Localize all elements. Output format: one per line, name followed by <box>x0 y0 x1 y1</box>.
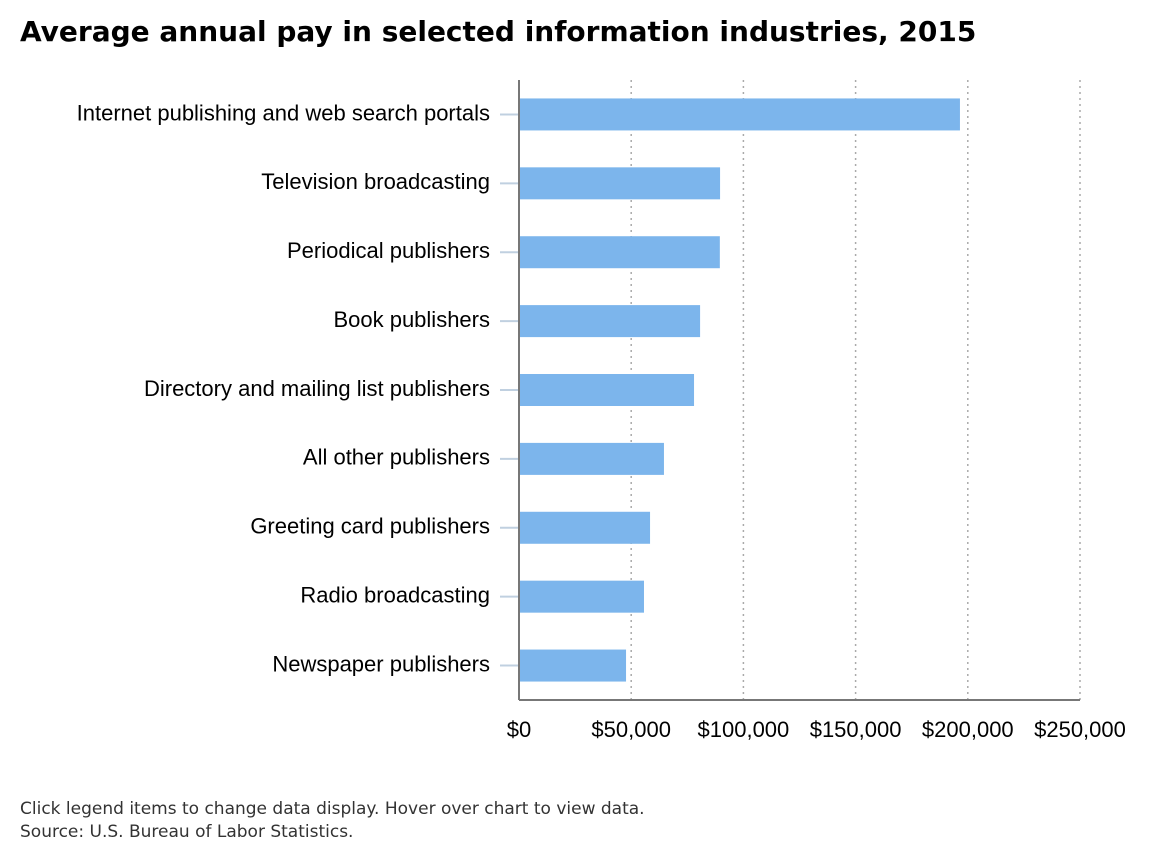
bar <box>519 236 720 269</box>
bar <box>519 511 651 544</box>
note: Source: U.S. Bureau of Labor Statistics. <box>20 822 353 842</box>
x-tick-label: $100,000 <box>698 717 790 742</box>
x-tick-label: $50,000 <box>591 717 671 742</box>
x-tick-label: $150,000 <box>810 717 902 742</box>
bar <box>519 580 644 613</box>
y-tick-label: Book publishers <box>333 307 490 332</box>
y-tick-label: Radio broadcasting <box>300 582 490 607</box>
bar <box>519 649 627 682</box>
chart-title: Average annual pay in selected informati… <box>20 15 976 48</box>
x-tick-label: $0 <box>507 717 531 742</box>
note: Click legend items to change data displa… <box>20 799 645 819</box>
bar <box>519 374 695 406</box>
y-tick-label: Internet publishing and web search porta… <box>77 100 490 125</box>
y-tick-label: Periodical publishers <box>287 238 490 263</box>
bar <box>519 442 664 475</box>
y-tick-label: Television broadcasting <box>261 169 490 194</box>
bar <box>519 167 721 200</box>
bar <box>519 98 960 131</box>
y-tick-label: Greeting card publishers <box>250 514 490 539</box>
x-tick-label: $250,000 <box>1034 717 1126 742</box>
x-tick-label: $200,000 <box>922 717 1014 742</box>
bar <box>519 305 701 338</box>
y-tick-label: Newspaper publishers <box>272 651 490 676</box>
y-tick-label: All other publishers <box>303 445 490 470</box>
y-tick-label: Directory and mailing list publishers <box>144 376 490 401</box>
